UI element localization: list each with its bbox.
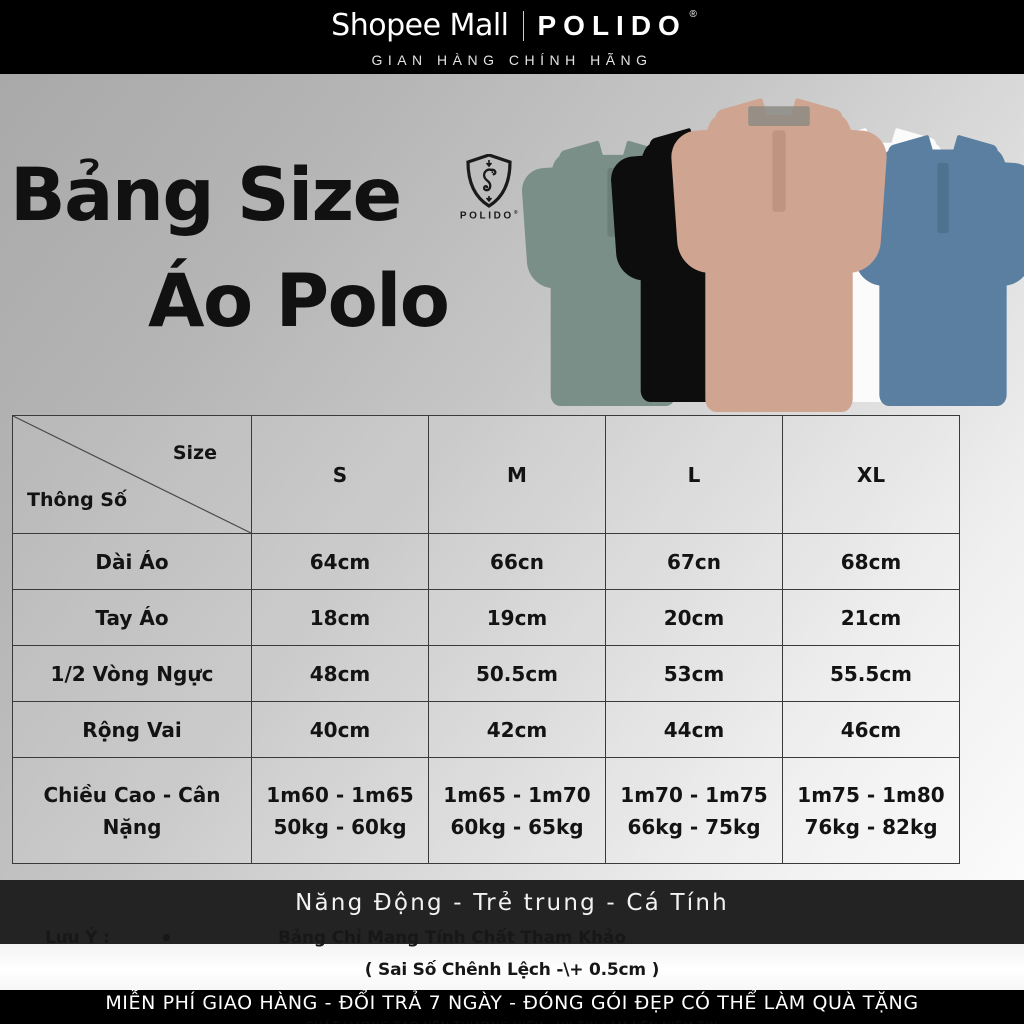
cell-vong-nguc-xl: 55.5cm <box>782 645 960 702</box>
table-header-row: Size Thông Số S M L XL <box>12 415 960 534</box>
page-title-line1: Bảng Size <box>10 153 402 238</box>
row-label-tay-ao: Tay Áo <box>12 589 252 646</box>
height-value: 1m60 - 1m65 <box>266 782 414 807</box>
row-label-vong-nguc: 1/2 Vòng Ngực <box>12 645 252 702</box>
cell-tay-ao-m: 19cm <box>428 589 606 646</box>
registered-mark-icon: ® <box>513 210 521 216</box>
neck-label <box>748 106 810 126</box>
cell-tay-ao-l: 20cm <box>605 589 783 646</box>
row-label-rong-vai: Rộng Vai <box>12 701 252 758</box>
column-header-l: L <box>605 415 783 534</box>
placket <box>772 130 786 212</box>
weight-value: 60kg - 65kg <box>450 814 584 839</box>
cell-chieu-cao-can-nang-m: 1m65 - 1m70 60kg - 65kg <box>428 757 606 864</box>
polido-wordmark-text: POLIDO <box>537 9 687 41</box>
row-label-chieu-cao-can-nang: Chiều Cao - Cân Nặng <box>12 757 252 864</box>
note-line-2: ( Sai Số Chênh Lệch -\+ 0.5cm ) <box>364 960 660 980</box>
weight-value: 66kg - 75kg <box>627 814 761 839</box>
footer-note-row: Lưu Ý : • Bảng Chỉ Mang Tính Chất Tham K… <box>0 924 1024 952</box>
height-value: 1m70 - 1m75 <box>620 782 768 807</box>
table-row: Tay Áo 18cm 19cm 20cm 21cm <box>12 589 960 646</box>
page-title-line2: Áo Polo <box>148 258 450 344</box>
cell-dai-ao-l: 67cn <box>605 533 783 590</box>
brand-divider <box>522 10 524 41</box>
brand-tagline: GIAN HÀNG CHÍNH HÃNG <box>371 51 653 68</box>
cell-rong-vai-xl: 46cm <box>782 701 960 758</box>
polido-wordmark: POLIDO ® <box>537 8 697 41</box>
cell-dai-ao-s: 64cm <box>251 533 429 590</box>
cell-vong-nguc-m: 50.5cm <box>428 645 606 702</box>
corner-param-label: Thông Số <box>27 489 128 511</box>
cell-rong-vai-m: 42cm <box>428 701 606 758</box>
footer-light-band <box>0 944 1024 990</box>
table-row: Rộng Vai 40cm 42cm 44cm 46cm <box>12 701 960 758</box>
cell-tay-ao-xl: 21cm <box>782 589 960 646</box>
cell-vong-nguc-l: 53cm <box>605 645 783 702</box>
polo-shirts-photo <box>518 82 1024 412</box>
polo-shirt-beige <box>669 91 889 412</box>
cutoff-text: CHẤT LƯỢNG TẠO NÊN THƯƠNG HIỆU - UY TÍN … <box>0 1020 1024 1024</box>
cell-tay-ao-s: 18cm <box>251 589 429 646</box>
main-content: POLIDO® Bảng Size Áo Polo Size Thông Số <box>0 74 1024 880</box>
note-label: Lưu Ý : <box>45 928 110 948</box>
registered-mark-icon: ® <box>689 8 697 20</box>
note-line-1: Bảng Chỉ Mang Tính Chất Tham Khảo <box>278 928 626 948</box>
polido-logo-text: POLIDO® <box>459 210 521 222</box>
footer-black-band <box>0 990 1024 1024</box>
table-corner-cell: Size Thông Số <box>12 415 252 534</box>
height-value: 1m65 - 1m70 <box>443 782 591 807</box>
diagonal-divider-icon <box>13 416 251 533</box>
row-label-line1: Chiều Cao - Cân <box>43 782 221 807</box>
cell-dai-ao-m: 66cn <box>428 533 606 590</box>
column-header-s: S <box>251 415 429 534</box>
weight-value: 50kg - 60kg <box>273 814 407 839</box>
cell-rong-vai-l: 44cm <box>605 701 783 758</box>
table-row: Dài Áo 64cm 66cn 67cn 68cm <box>12 533 960 590</box>
row-label-line2: Nặng <box>102 814 162 839</box>
cell-chieu-cao-can-nang-s: 1m60 - 1m65 50kg - 60kg <box>251 757 429 864</box>
size-table: Size Thông Số S M L XL Dài Áo 64cm 66cn … <box>12 415 960 864</box>
polido-shield-logo: POLIDO® <box>455 154 523 221</box>
height-value: 1m75 - 1m80 <box>797 782 945 807</box>
page-title: Bảng Size Áo Polo <box>0 158 560 340</box>
cell-chieu-cao-can-nang-xl: 1m75 - 1m80 76kg - 82kg <box>782 757 960 864</box>
polo-shirt-blue <box>848 129 1024 406</box>
shopee-mall-logo: Shopee Mall <box>331 7 509 43</box>
table-row: 1/2 Vòng Ngực 48cm 50.5cm 53cm 55.5cm <box>12 645 960 702</box>
footer: Năng Động - Trẻ trung - Cá Tính Lưu Ý : … <box>0 880 1024 1024</box>
shipping-banner: MIỄN PHÍ GIAO HÀNG - ĐỔI TRẢ 7 NGÀY - ĐÓ… <box>105 992 919 1014</box>
footer-slogan: Năng Động - Trẻ trung - Cá Tính <box>295 890 729 916</box>
bullet-icon: • <box>160 926 173 950</box>
column-header-xl: XL <box>782 415 960 534</box>
shield-seahorse-icon <box>466 154 512 208</box>
top-brand-bar: Shopee Mall POLIDO ® GIAN HÀNG CHÍNH HÃNG <box>0 0 1024 74</box>
brand-row: Shopee Mall POLIDO ® <box>331 7 697 45</box>
column-header-m: M <box>428 415 606 534</box>
cell-dai-ao-xl: 68cm <box>782 533 960 590</box>
weight-value: 76kg - 82kg <box>804 814 938 839</box>
cell-vong-nguc-s: 48cm <box>251 645 429 702</box>
placket <box>937 162 949 234</box>
cell-rong-vai-s: 40cm <box>251 701 429 758</box>
row-label-dai-ao: Dài Áo <box>12 533 252 590</box>
table-row: Chiều Cao - Cân Nặng 1m60 - 1m65 50kg - … <box>12 757 960 864</box>
footer-dark-band <box>0 880 1024 944</box>
corner-size-label: Size <box>172 442 217 464</box>
cell-chieu-cao-can-nang-l: 1m70 - 1m75 66kg - 75kg <box>605 757 783 864</box>
